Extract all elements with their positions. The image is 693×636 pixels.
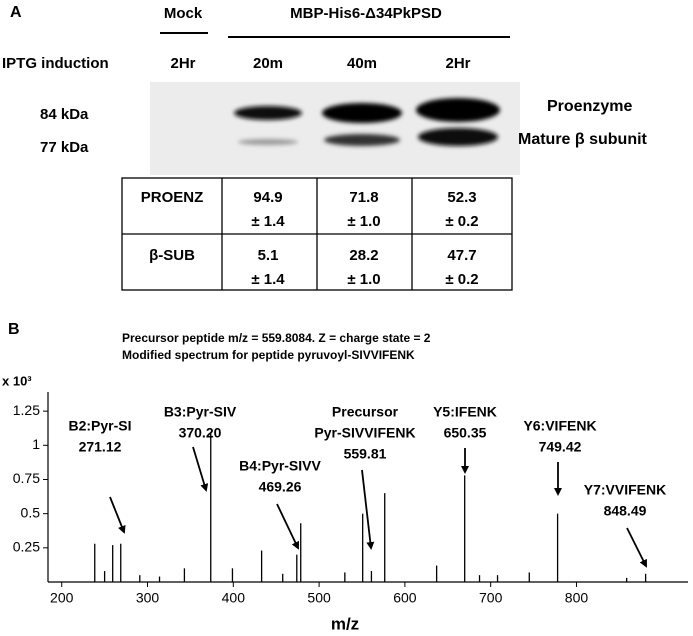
x-axis-label: m/z bbox=[331, 614, 359, 633]
annotation: 848.49 bbox=[604, 503, 647, 519]
annotation-arrow bbox=[626, 527, 647, 568]
cell-mean: 71.8 bbox=[349, 189, 378, 206]
cell-mean: 94.9 bbox=[253, 189, 282, 206]
marker-label: 77 kDa bbox=[40, 139, 89, 156]
annotation: B2:Pyr-SI bbox=[68, 418, 131, 434]
note: Modified spectrum for peptide pyruvoyl-S… bbox=[122, 348, 415, 362]
y-tick-label: 1.25 bbox=[13, 402, 40, 418]
cell-mean: 28.2 bbox=[349, 247, 378, 264]
annotation: 469.26 bbox=[259, 479, 302, 495]
band-label: Mature β subunit bbox=[518, 131, 648, 148]
table: PROENZ 94.9 ± 1.4 71.8 ± 1.0 52.3 ± 0.2 β-SUB 5.… bbox=[141, 189, 479, 288]
timepoint: 2Hr bbox=[445, 55, 470, 72]
row-label: β-SUB bbox=[149, 247, 195, 264]
marker-label: 84 kDa bbox=[40, 106, 89, 123]
note: Precursor peptide m/z = 559.8084. Z = ch… bbox=[122, 331, 431, 345]
annotation-arrow bbox=[109, 496, 126, 534]
cell-sd: ± 0.2 bbox=[445, 271, 478, 288]
annotation: Y7:VVIFENK bbox=[584, 482, 666, 498]
band-label: Proenzyme bbox=[547, 98, 632, 115]
cell-sd: ± 0.2 bbox=[445, 213, 478, 230]
annotation: Precursor bbox=[332, 404, 399, 420]
annotation-arrow bbox=[361, 469, 375, 550]
annotation: Y6:VIFENK bbox=[523, 418, 596, 434]
annotation: Y5:IFENK bbox=[433, 404, 497, 420]
x-tick-label: 300 bbox=[136, 590, 160, 606]
x-tick-label: 800 bbox=[565, 590, 589, 606]
timepoint: 40m bbox=[347, 55, 377, 72]
annotation-arrow bbox=[276, 503, 300, 550]
cell-mean: 52.3 bbox=[447, 189, 476, 206]
y-tick-label: 1 bbox=[32, 436, 40, 452]
cell-sd: ± 1.4 bbox=[251, 213, 285, 230]
timepoint: 2Hr bbox=[170, 55, 195, 72]
plot: 200 300 400 500 600 700 800 0.25 0.5 0.75 1 1.25 B2:… bbox=[13, 392, 688, 606]
x-tick-label: 200 bbox=[50, 590, 74, 606]
x-tick-label: 500 bbox=[307, 590, 331, 606]
cell-sd: ± 1.0 bbox=[347, 271, 380, 288]
y-tick-label: 0.25 bbox=[13, 539, 40, 555]
construct-header: MBP-His6-Δ34PkPSD bbox=[290, 5, 442, 22]
x-tick-label: 700 bbox=[479, 590, 503, 606]
y-axis-label: x 10³ bbox=[2, 373, 32, 388]
panel-label: A bbox=[10, 4, 22, 21]
cell-mean: 5.1 bbox=[258, 247, 279, 264]
annotation: 749.42 bbox=[539, 439, 582, 455]
row-label: PROENZ bbox=[141, 189, 204, 206]
annotation-arrow bbox=[192, 446, 209, 492]
annotation: B4:Pyr-SIVV bbox=[239, 458, 321, 474]
y-tick-label: 0.5 bbox=[21, 504, 41, 520]
induction-label: IPTG induction bbox=[2, 55, 109, 72]
cell-sd: ± 1.4 bbox=[251, 271, 285, 288]
cell-mean: 47.7 bbox=[447, 247, 476, 264]
timepoint: 20m bbox=[253, 55, 283, 72]
annotation: Pyr-SIVVIFENK bbox=[314, 425, 415, 441]
annotation: B3:Pyr-SIV bbox=[164, 404, 237, 420]
y-tick-label: 0.75 bbox=[13, 470, 40, 486]
annotation: 559.81 bbox=[344, 446, 387, 462]
panel-label: B bbox=[8, 321, 20, 338]
bands bbox=[234, 98, 500, 146]
x-tick-label: 600 bbox=[393, 590, 417, 606]
annotation: 271.12 bbox=[79, 439, 122, 455]
annotation: 650.35 bbox=[444, 425, 487, 441]
mock-header: Mock bbox=[164, 5, 203, 22]
annotation: 370.20 bbox=[179, 425, 222, 441]
table-grid bbox=[121, 177, 513, 291]
cell-sd: ± 1.0 bbox=[347, 213, 380, 230]
x-tick-label: 400 bbox=[222, 590, 246, 606]
